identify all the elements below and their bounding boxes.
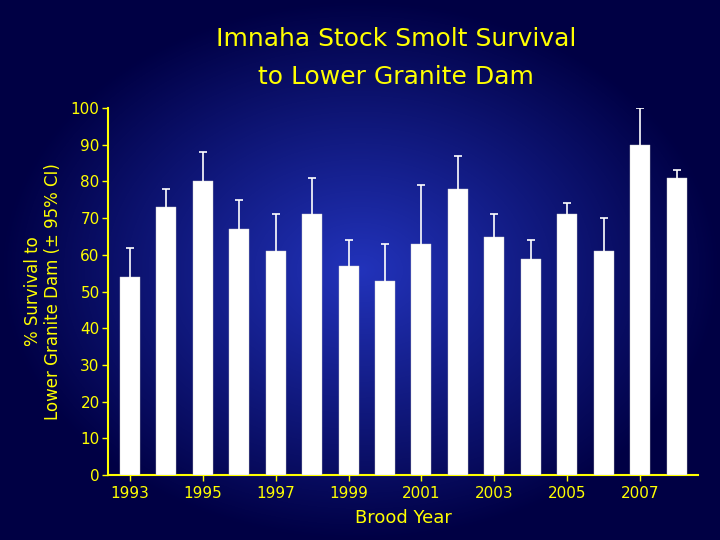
Bar [193,181,213,475]
Bar [375,281,395,475]
Bar [557,214,577,475]
Bar [485,237,504,475]
X-axis label: Brood Year: Brood Year [355,509,451,527]
Y-axis label: % Survival to
Lower Granite Dam (± 95% CI): % Survival to Lower Granite Dam (± 95% C… [24,163,63,420]
Bar [448,189,468,475]
Bar [338,266,359,475]
Bar [302,214,322,475]
Bar [593,251,613,475]
Bar [229,229,249,475]
Text: Imnaha Stock Smolt Survival: Imnaha Stock Smolt Survival [216,27,576,51]
Bar [266,251,286,475]
Bar [120,277,140,475]
Bar [667,178,687,475]
Bar [630,145,650,475]
Bar [411,244,431,475]
Text: to Lower Granite Dam: to Lower Granite Dam [258,65,534,89]
Bar [156,207,176,475]
Bar [521,259,541,475]
